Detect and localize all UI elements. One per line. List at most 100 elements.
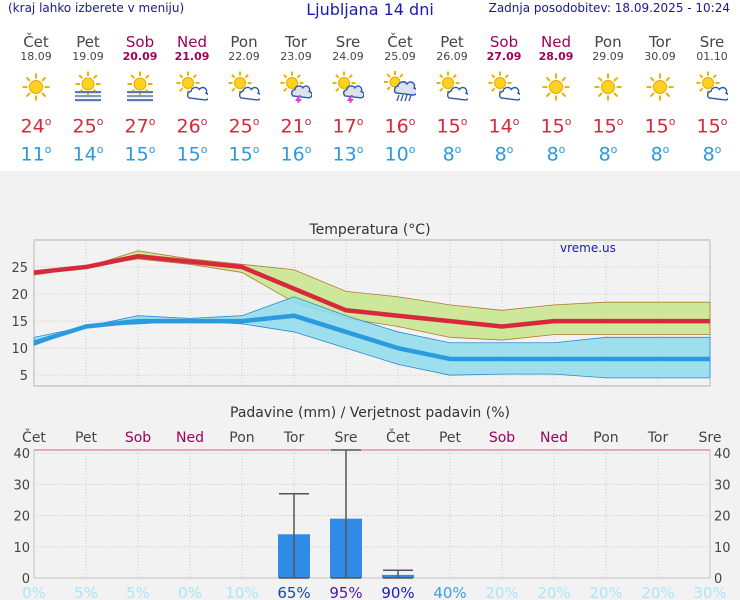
chart-title: Padavine (mm) / Verjetnost padavin (%) — [230, 405, 510, 421]
sunny-icon — [594, 73, 622, 101]
y-tick-label: 25 — [11, 261, 28, 276]
location-menu-hint: (kraj lahko izberete v meniju) — [8, 1, 185, 15]
max-temperature-value: 21 — [280, 115, 305, 138]
degree-symbol: o — [564, 115, 572, 128]
partly-cloudy-icon — [488, 71, 520, 101]
probability-label: 20% — [485, 584, 518, 600]
min-temperature-value: 15 — [176, 143, 201, 166]
min-temperature: 8o — [686, 139, 738, 165]
degree-symbol: o — [408, 115, 416, 128]
max-temperature: 21o — [270, 111, 322, 137]
min-temperature-value: 13 — [332, 143, 357, 166]
degree-symbol: o — [460, 115, 468, 128]
day-column: Pet 19.09 25o 14o — [62, 34, 114, 166]
x-category-label: Pon — [593, 430, 618, 446]
max-temperature-value: 14 — [488, 115, 513, 138]
precipitation-chart: Padavine (mm) / Verjetnost padavin (%) Če… — [13, 405, 731, 600]
min-temperature: 8o — [634, 139, 686, 165]
day-column: Tor 23.09 21o 16o — [270, 34, 322, 166]
day-column: Tor 30.09 15o 8o — [634, 34, 686, 166]
degree-symbol: o — [356, 115, 364, 128]
degree-symbol: o — [610, 143, 618, 157]
min-temperature-value: 8 — [598, 143, 611, 166]
sun-thunder-icon — [332, 71, 364, 103]
degree-symbol: o — [506, 143, 514, 157]
min-temperature-value: 11 — [20, 143, 45, 166]
min-temperature-value: 8 — [546, 143, 559, 166]
degree-symbol: o — [200, 143, 208, 157]
day-name: Čet — [23, 33, 49, 51]
min-temperature: 11o — [10, 139, 62, 165]
x-category-label: Pet — [75, 430, 98, 446]
degree-symbol: o — [668, 115, 676, 128]
y-tick-label-right: 0 — [714, 572, 722, 587]
degree-symbol: o — [96, 143, 104, 157]
day-name: Sre — [335, 33, 361, 51]
sun-cloud-rain-icon — [384, 71, 416, 102]
x-category-label: Pet — [439, 430, 462, 446]
probability-label: 5% — [126, 584, 150, 600]
max-temperature-value: 26 — [176, 115, 201, 138]
max-temperature: 15o — [634, 111, 686, 137]
degree-symbol: o — [252, 115, 260, 128]
min-temperature-value: 14 — [72, 143, 97, 166]
y-tick-label: 15 — [11, 315, 28, 330]
x-category-label: Čet — [386, 428, 410, 446]
y-tick-label-right: 40 — [714, 447, 731, 462]
y-tick-label: 5 — [20, 369, 28, 384]
max-temperature-value: 25 — [228, 115, 253, 138]
min-temperature: 16o — [270, 139, 322, 165]
max-temperature-value: 17 — [332, 115, 357, 138]
max-temperature: 25o — [62, 111, 114, 137]
day-name: Pon — [230, 33, 258, 51]
degree-symbol: o — [558, 143, 566, 157]
day-date: 01.10 — [696, 50, 728, 63]
day-name: Čet — [387, 33, 413, 51]
day-column: Sre 24.09 17o 13o — [322, 34, 374, 166]
max-temp-line — [33, 253, 710, 329]
max-temperature-value: 25 — [72, 115, 97, 138]
day-date: 23.09 — [280, 50, 312, 63]
degree-symbol: o — [148, 115, 156, 128]
x-category-label: Tor — [647, 430, 669, 446]
min-temp-line — [33, 313, 710, 362]
spread-band — [33, 250, 711, 341]
min-temperature: 13o — [322, 139, 374, 165]
day-date: 29.09 — [592, 50, 624, 63]
min-temperature: 15o — [114, 139, 166, 165]
y-tick-label-left: 20 — [13, 510, 30, 525]
degree-symbol: o — [714, 143, 722, 157]
x-category-label: Sob — [125, 430, 151, 446]
max-temperature: 25o — [218, 111, 270, 137]
chart-title: Temperatura (°C) — [308, 222, 430, 238]
partly-cloudy-icon — [176, 71, 208, 101]
max-temperature-value: 16 — [384, 115, 409, 138]
y-tick-label-left: 0 — [22, 572, 30, 587]
y-tick-label-right: 30 — [714, 478, 731, 493]
degree-symbol: o — [616, 115, 624, 128]
max-temperature: 26o — [166, 111, 218, 137]
day-column: Sre 01.10 15o 8o — [686, 34, 738, 166]
max-temperature: 24o — [10, 111, 62, 137]
probability-label: 20% — [537, 584, 570, 600]
max-temperature: 27o — [114, 111, 166, 137]
min-temperature-value: 8 — [650, 143, 663, 166]
min-temperature: 8o — [530, 139, 582, 165]
probability-label: 0% — [178, 584, 202, 600]
min-temperature: 15o — [218, 139, 270, 165]
degree-symbol: o — [148, 143, 156, 157]
watermark: vreme.us — [560, 241, 616, 255]
spacer-band — [0, 171, 740, 218]
max-temperature: 15o — [426, 111, 478, 137]
degree-symbol: o — [356, 143, 364, 157]
degree-symbol: o — [44, 143, 52, 157]
day-date: 30.09 — [644, 50, 676, 63]
min-temperature-value: 8 — [442, 143, 455, 166]
day-column: Pon 29.09 15o 8o — [582, 34, 634, 166]
max-temperature-value: 24 — [20, 115, 45, 138]
x-category-label: Pon — [229, 430, 254, 446]
max-temperature: 15o — [530, 111, 582, 137]
last-update: Zadnja posodobitev: 18.09.2025 - 10:24 — [488, 1, 730, 15]
x-category-label: Tor — [283, 430, 305, 446]
x-category-label: Ned — [540, 430, 568, 446]
